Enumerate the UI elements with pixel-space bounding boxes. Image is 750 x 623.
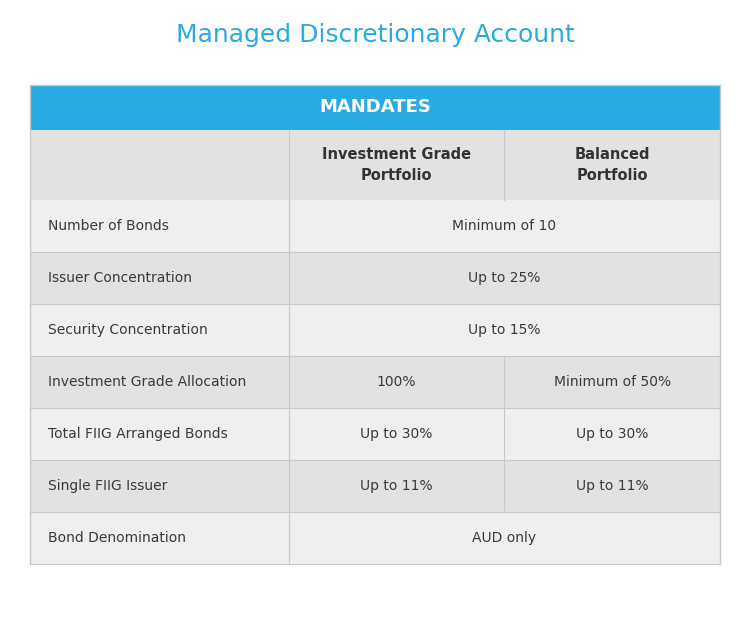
Text: Up to 11%: Up to 11% (576, 479, 649, 493)
Text: Up to 25%: Up to 25% (468, 271, 541, 285)
Text: Minimum of 50%: Minimum of 50% (554, 375, 670, 389)
Text: Number of Bonds: Number of Bonds (48, 219, 169, 233)
Bar (30, 304, 720, 356)
Text: Bond Denomination: Bond Denomination (48, 531, 186, 545)
Text: AUD only: AUD only (472, 531, 536, 545)
Bar (30, 408, 720, 460)
Bar (30, 130, 720, 200)
Text: Single FIIG Issuer: Single FIIG Issuer (48, 479, 167, 493)
Text: Balanced
Portfolio: Balanced Portfolio (574, 147, 650, 183)
Text: Total FIIG Arranged Bonds: Total FIIG Arranged Bonds (48, 427, 228, 441)
Text: Issuer Concentration: Issuer Concentration (48, 271, 192, 285)
Text: Up to 30%: Up to 30% (576, 427, 648, 441)
Text: Managed Discretionary Account: Managed Discretionary Account (176, 23, 574, 47)
Text: 100%: 100% (376, 375, 416, 389)
Bar (30, 252, 720, 304)
Text: Up to 30%: Up to 30% (360, 427, 433, 441)
Bar (30, 460, 720, 512)
Text: Minimum of 10: Minimum of 10 (452, 219, 556, 233)
Bar (30, 356, 720, 408)
Text: MANDATES: MANDATES (319, 98, 431, 117)
Text: Investment Grade Allocation: Investment Grade Allocation (48, 375, 246, 389)
Bar (30, 85, 720, 130)
Text: Up to 11%: Up to 11% (360, 479, 433, 493)
Text: Investment Grade
Portfolio: Investment Grade Portfolio (322, 147, 471, 183)
Bar (30, 512, 720, 564)
Bar (30, 200, 720, 252)
Text: Security Concentration: Security Concentration (48, 323, 208, 337)
Text: Up to 15%: Up to 15% (468, 323, 541, 337)
